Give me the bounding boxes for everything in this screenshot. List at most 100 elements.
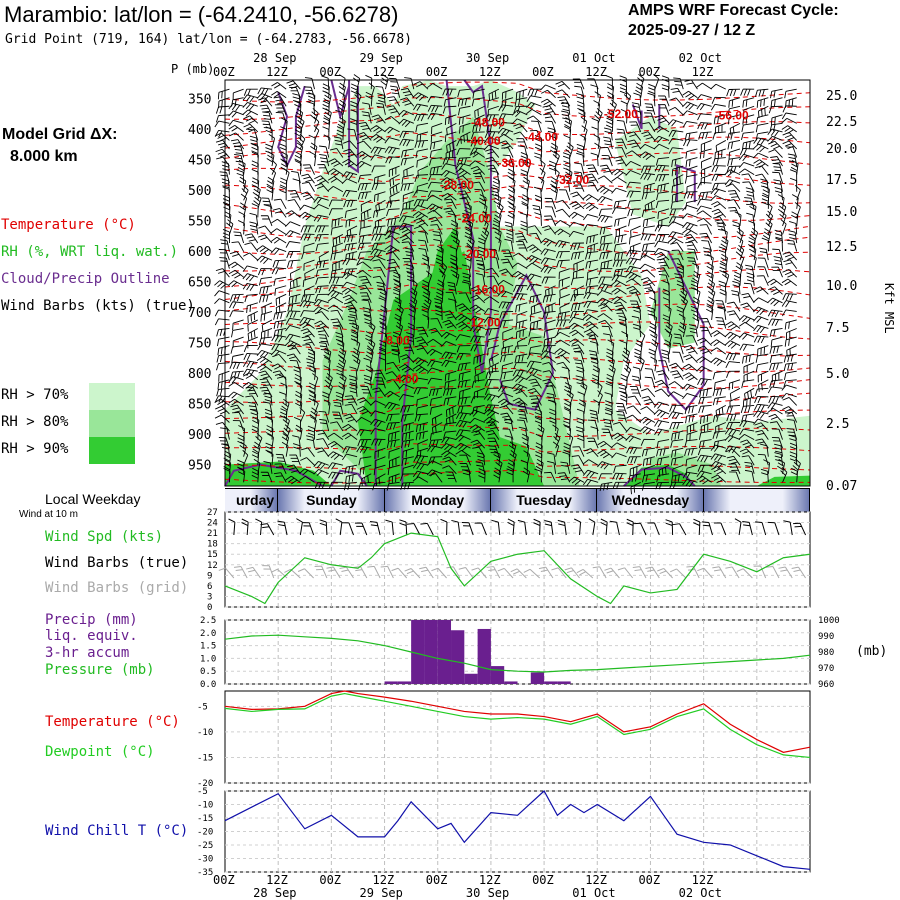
- upper-wind-barb: [484, 114, 499, 122]
- upper-wind-barb: [229, 293, 244, 302]
- upper-wind-barb: [725, 183, 741, 193]
- upper-wind-barb: [487, 105, 500, 117]
- upper-wind-barb: [481, 202, 488, 218]
- upper-wind-barb: [375, 377, 386, 389]
- surface-wind-barb-true: [647, 522, 660, 536]
- temperature-tick-label: -10: [197, 728, 213, 738]
- surface-wind-barb-grid: [510, 568, 527, 579]
- upper-wind-barb: [513, 284, 528, 293]
- upper-wind-barb: [771, 428, 783, 440]
- upper-wind-barb: [576, 152, 585, 167]
- upper-wind-barb: [539, 167, 546, 184]
- upper-wind-barb: [768, 149, 783, 158]
- upper-wind-barb: [556, 259, 570, 268]
- upper-wind-barb: [444, 114, 457, 126]
- upper-wind-barb: [655, 234, 670, 242]
- upper-wind-barb: [513, 345, 528, 353]
- upper-wind-barb: [555, 89, 571, 99]
- upper-wind-barb: [654, 251, 670, 261]
- upper-wind-barb: [606, 348, 614, 363]
- upper-wind-barb: [449, 254, 458, 269]
- upper-wind-barb: [379, 288, 388, 303]
- top-time-tick-label: 00Z: [426, 65, 448, 79]
- upper-wind-barb: [273, 198, 287, 210]
- upper-wind-barb: [692, 262, 699, 278]
- surface-wind-barb-grid: [523, 568, 540, 579]
- upper-wind-barb: [783, 259, 798, 269]
- upper-wind-barb: [767, 128, 783, 137]
- upper-wind-barb: [356, 405, 372, 415]
- upper-wind-barb: [526, 374, 542, 381]
- height-tick-label: 25.0: [826, 89, 857, 104]
- upper-wind-barb: [644, 103, 656, 115]
- upper-wind-barb: [294, 151, 303, 167]
- upper-wind-barb: [739, 448, 755, 458]
- upper-wind-barb: [578, 108, 586, 124]
- upper-wind-barb: [724, 435, 741, 443]
- upper-wind-barb: [323, 399, 331, 415]
- upper-wind-barb: [498, 104, 514, 112]
- upper-wind-barb: [442, 465, 457, 475]
- upper-wind-barb: [396, 304, 404, 321]
- upper-wind-barb: [441, 450, 457, 458]
- upper-wind-barb: [357, 182, 372, 191]
- upper-wind-barb: [517, 419, 528, 432]
- upper-wind-barb: [511, 109, 528, 117]
- upper-wind-barb: [615, 402, 627, 415]
- upper-wind-barb: [301, 335, 315, 346]
- upper-wind-barb: [741, 455, 755, 466]
- upper-wind-barb: [245, 386, 259, 398]
- upper-wind-barb: [279, 391, 287, 406]
- bottom-date-label: 28 Sep: [253, 886, 296, 900]
- wind-speed-tick-label: 6: [207, 582, 212, 592]
- upper-wind-barb: [626, 285, 642, 295]
- upper-wind-barb: [545, 385, 557, 397]
- upper-wind-barb: [257, 268, 272, 276]
- upper-wind-barb: [273, 328, 287, 338]
- upper-wind-barb: [648, 322, 657, 338]
- upper-wind-barb: [441, 169, 457, 178]
- upper-wind-barb: [731, 290, 741, 303]
- upper-wind-barb: [569, 329, 585, 338]
- upper-wind-barb: [699, 232, 713, 244]
- upper-wind-barb: [599, 164, 613, 175]
- upper-wind-barb: [658, 360, 670, 372]
- upper-wind-barb: [706, 296, 715, 312]
- surface-wind-barb-true: [734, 518, 742, 536]
- upper-wind-barb: [415, 148, 429, 159]
- upper-wind-barb: [590, 152, 599, 167]
- upper-wind-barb: [526, 115, 542, 124]
- upper-wind-barb: [554, 240, 570, 249]
- upper-wind-barb: [359, 292, 372, 304]
- upper-wind-barb: [606, 83, 615, 98]
- upper-wind-barb: [597, 313, 613, 321]
- upper-wind-barb: [597, 214, 613, 223]
- upper-wind-barb: [742, 97, 755, 108]
- upper-wind-barb: [387, 216, 400, 227]
- upper-wind-barb: [446, 140, 457, 153]
- upper-wind-barb: [549, 416, 557, 432]
- upper-wind-barb: [612, 472, 627, 481]
- upper-wind-barb: [504, 418, 514, 432]
- precip-legend-2: liq. equiv.: [45, 628, 138, 644]
- precip-bar: [504, 681, 518, 684]
- surface-wind-barb-grid: [391, 567, 408, 579]
- upper-wind-barb: [231, 353, 244, 364]
- upper-wind-barb: [390, 85, 401, 98]
- upper-wind-barb: [541, 89, 556, 99]
- upper-wind-barb: [697, 378, 712, 386]
- upper-wind-barb: [296, 133, 306, 150]
- upper-wind-barb: [251, 203, 259, 218]
- pressure-tick-label: 550: [188, 214, 211, 229]
- pressure-tick-label: 1000: [818, 616, 840, 626]
- upper-wind-barb: [450, 219, 459, 235]
- upper-wind-barb: [540, 257, 556, 265]
- upper-wind-barb: [627, 208, 641, 217]
- upper-wind-barb: [713, 114, 726, 125]
- upper-wind-barb: [483, 416, 500, 426]
- upper-wind-barb: [295, 142, 304, 158]
- surface-wind-barb-true: [319, 519, 328, 536]
- temperature-contour-label: -36.00: [498, 156, 532, 170]
- upper-wind-barb: [786, 239, 798, 252]
- upper-wind-barb: [457, 190, 471, 201]
